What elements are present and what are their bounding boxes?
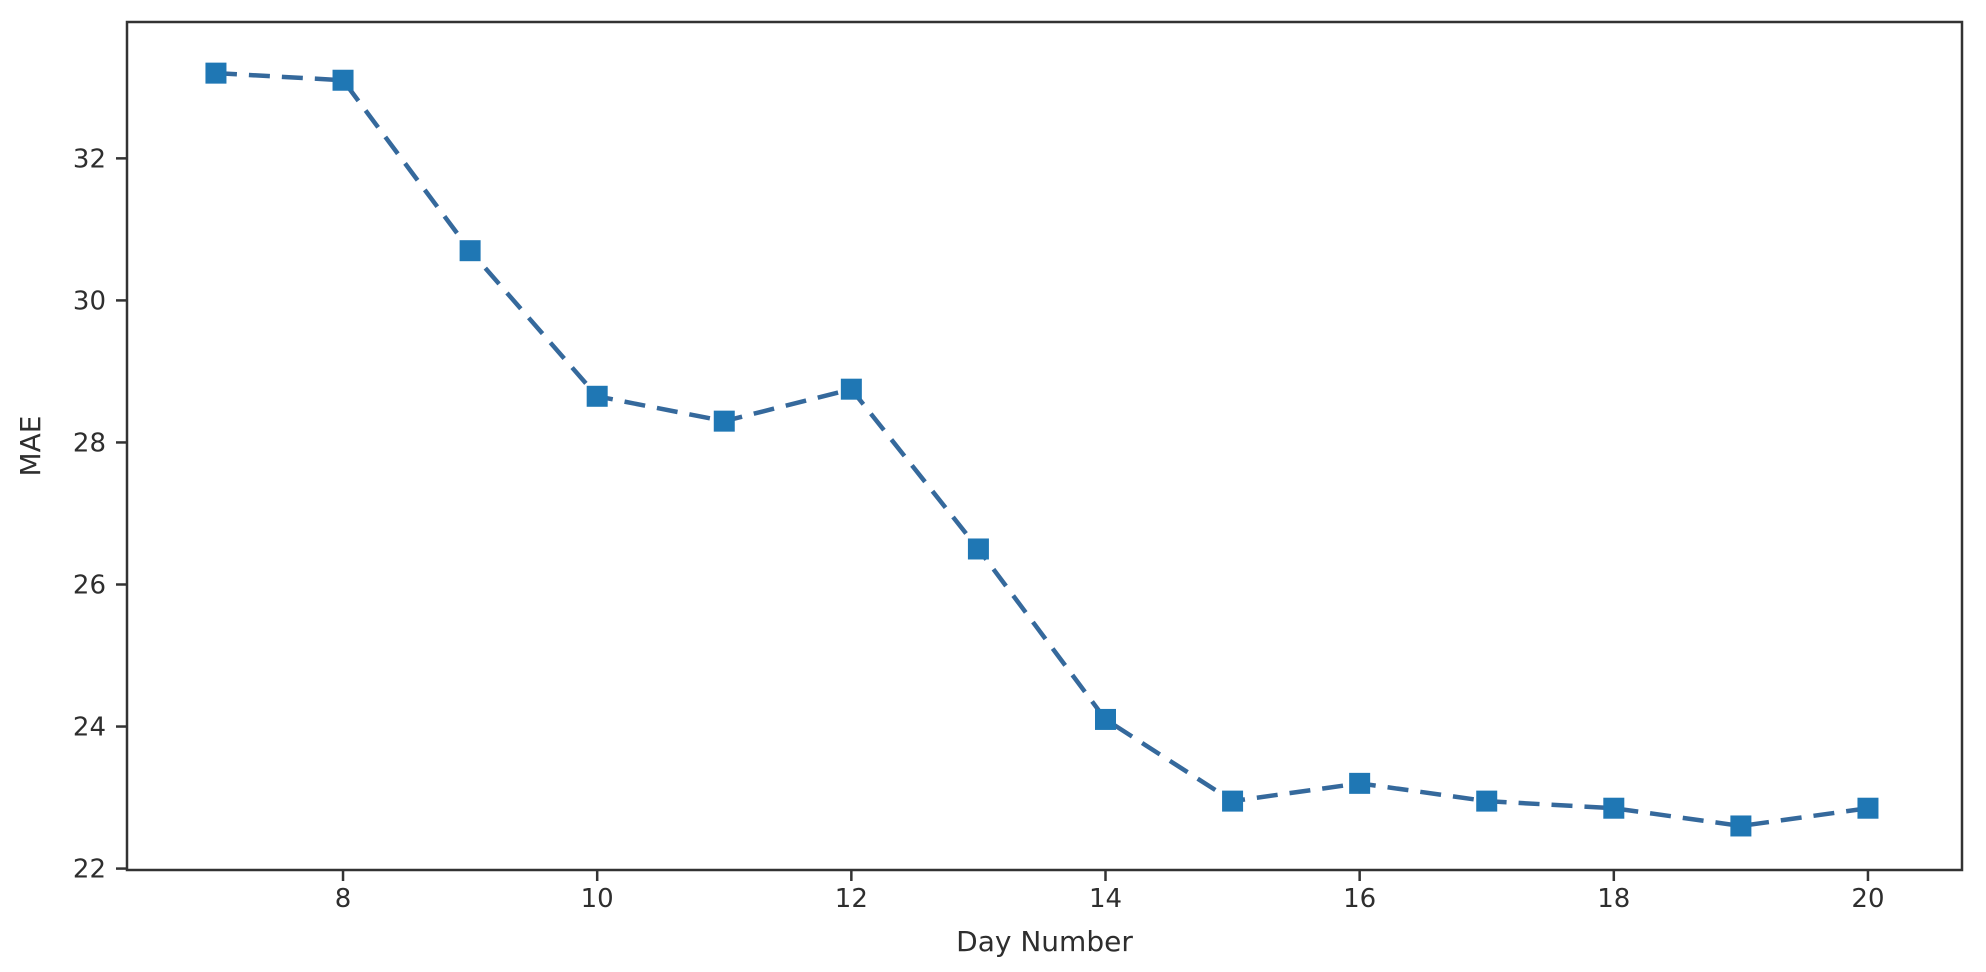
x-tick-label: 16 bbox=[1343, 884, 1376, 914]
x-tick-label: 12 bbox=[835, 884, 868, 914]
data-point-marker bbox=[1857, 797, 1879, 819]
y-tick-label: 24 bbox=[73, 713, 106, 743]
y-tick-label: 30 bbox=[73, 286, 106, 316]
x-tick-label: 10 bbox=[581, 884, 614, 914]
plot-border bbox=[125, 20, 1964, 872]
x-tick-label: 18 bbox=[1597, 884, 1630, 914]
data-point-marker bbox=[1222, 790, 1244, 812]
y-tick-label: 32 bbox=[73, 144, 106, 174]
y-tick-label: 28 bbox=[73, 428, 106, 458]
data-point-marker bbox=[1349, 772, 1371, 794]
x-axis-title: Day Number bbox=[956, 925, 1133, 958]
data-point-marker bbox=[205, 62, 227, 84]
y-tick-label: 26 bbox=[73, 570, 106, 600]
y-tick-label: 22 bbox=[73, 855, 106, 885]
x-tick-label: 20 bbox=[1851, 884, 1884, 914]
data-point-marker bbox=[332, 69, 354, 91]
x-tick-label: 8 bbox=[335, 884, 352, 914]
series-line bbox=[215, 70, 1869, 829]
data-point-marker bbox=[1603, 797, 1625, 819]
data-point-marker bbox=[713, 410, 735, 432]
data-point-marker bbox=[459, 240, 481, 262]
data-point-marker bbox=[1476, 790, 1498, 812]
x-tick-label: 14 bbox=[1089, 884, 1122, 914]
data-point-marker bbox=[840, 378, 862, 400]
data-point-marker bbox=[967, 538, 989, 560]
data-point-marker bbox=[586, 385, 608, 407]
data-point-marker bbox=[1094, 708, 1116, 730]
data-point-marker bbox=[1730, 815, 1752, 837]
y-axis-title: MAE bbox=[14, 415, 47, 477]
